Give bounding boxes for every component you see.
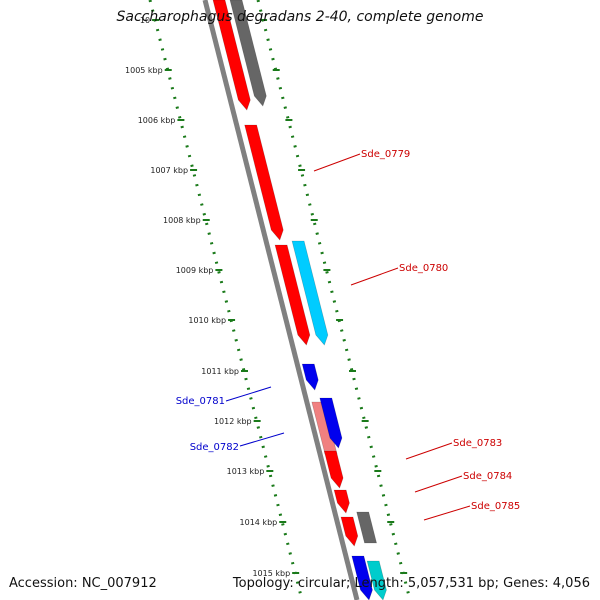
ruler-tick-label: 1014 kbp: [240, 518, 278, 527]
ruler-tick-label: 10: [140, 16, 150, 25]
gene-label[interactable]: Sde_0784: [463, 471, 512, 482]
gene-label[interactable]: Sde_0780: [399, 263, 448, 274]
gene-arrow[interactable]: [311, 401, 338, 455]
ruler-tick-label: 1008 kbp: [163, 216, 201, 225]
gene-label[interactable]: Sde_0782: [190, 442, 239, 453]
genome-backbone: [202, 0, 360, 600]
gene-label-leader: [414, 475, 463, 493]
gene-arrow[interactable]: [291, 240, 329, 346]
gene-arrow[interactable]: [323, 450, 344, 489]
gene-arrow[interactable]: [356, 511, 377, 544]
gene-arrow[interactable]: [229, 0, 267, 107]
ruler-tick-label: 1011 kbp: [201, 367, 239, 376]
gene-label-leader: [313, 153, 361, 172]
ruler-tick-label: 1007 kbp: [150, 166, 188, 175]
gene-arrow[interactable]: [212, 0, 251, 111]
ruler-tick-label: 1006 kbp: [138, 116, 176, 125]
gene-arrow[interactable]: [274, 244, 311, 346]
gene-arrow[interactable]: [244, 124, 284, 241]
gene-arrow[interactable]: [319, 397, 343, 449]
ruler-tick-label: 1009 kbp: [176, 266, 214, 275]
ruler-tick-label: 1010 kbp: [188, 316, 226, 325]
gene-label-leader: [225, 386, 272, 402]
ruler-tick-label: 1005 kbp: [125, 66, 163, 75]
topology-label: Topology: circular; Length: 5,057,531 bp…: [232, 576, 590, 591]
gene-label[interactable]: Sde_0781: [176, 396, 225, 407]
gene-label-leader: [239, 432, 285, 447]
ruler-tick-label: 1013 kbp: [227, 467, 265, 476]
map-title: Saccharophagus degradans 2-40, complete …: [116, 9, 484, 25]
gene-label-leader: [423, 505, 471, 521]
gene-label-leader: [405, 442, 453, 460]
ruler-tick-label: 1012 kbp: [214, 417, 252, 426]
gene-label[interactable]: Sde_0779: [361, 149, 410, 160]
gene-label-leader: [350, 267, 399, 286]
coordinate-rulers: 10 1005 kbp 1006 kbp 1007 kbp 1008 kbp 1009 k…: [125, 0, 412, 600]
gene-arrow[interactable]: [351, 555, 373, 600]
gene-labels: Sde_0779 Sde_0780 Sde_0781 Sde_0782 Sde_0783…: [176, 149, 520, 521]
gene-features: [212, 0, 387, 600]
gene-arrow[interactable]: [333, 489, 350, 514]
gene-arrow[interactable]: [366, 560, 387, 600]
ruler-tick-label: 1015 kbp: [252, 569, 290, 578]
gene-arrow[interactable]: [340, 516, 359, 547]
gene-arrow[interactable]: [301, 363, 319, 391]
accession-label: Accession: NC_007912: [9, 576, 157, 591]
gene-label[interactable]: Sde_0785: [471, 501, 520, 512]
gene-label[interactable]: Sde_0783: [453, 438, 502, 449]
